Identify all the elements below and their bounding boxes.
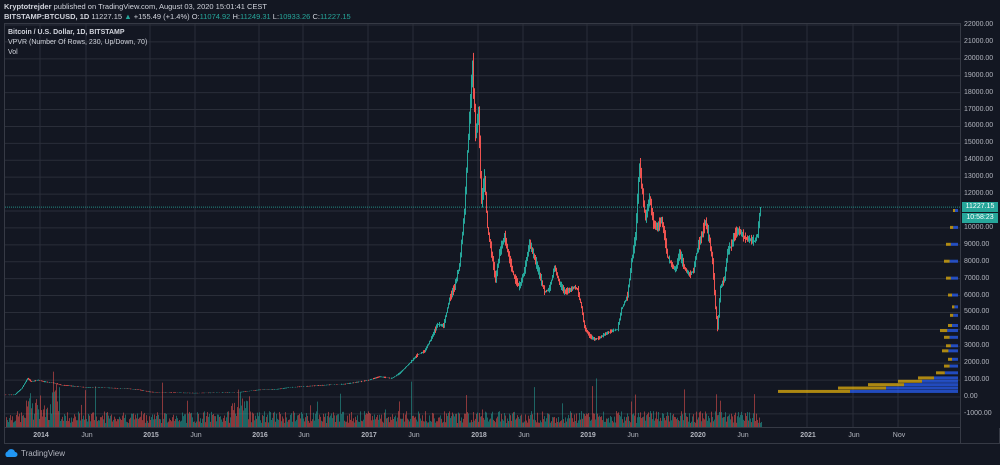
price-tick-label: 21000.00 [964,37,994,45]
time-tick-label: Jun [190,432,202,439]
price-tick-label: 3000.00 [964,342,990,350]
time-tick-label: Jun [737,432,749,439]
time-tick-label: Nov [892,432,906,439]
price-tick-label: 0.00 [964,393,978,400]
price-tick-label: 14000.00 [964,156,994,164]
price-change: +155.49 (+1.4%) [133,12,190,21]
time-tick-label: Jun [518,432,530,439]
high-label: H: [232,12,240,21]
time-tick-label: 2014 [33,432,49,439]
chart-pane[interactable] [4,23,961,428]
low-label: L: [272,12,280,21]
high-value: 11249.31 [239,12,271,21]
price-axis[interactable]: 22000.00 21000.00 20000.00 19000.00 18000.00… [961,21,1000,428]
publish-info: published on TradingView.com, August 03,… [53,2,267,11]
price-tick-label: 20000.00 [964,54,994,62]
price-tick-label: 19000.00 [964,71,994,79]
time-tick-label: Jun [298,432,310,439]
legend-volume[interactable]: Vol [8,49,18,56]
time-tick-label: 2020 [690,432,706,439]
symbol-label: BITSTAMP:BTCUSD, 1D [4,12,90,21]
chart-grid [5,24,960,427]
time-tick-label: Jun [627,432,639,439]
last-price: 11227.15 [91,12,123,21]
time-tick-label: 2019 [580,432,596,439]
price-tick-label: -1000.00 [964,409,992,417]
legend-vpvr[interactable]: VPVR (Number Of Rows, 230, Up/Down, 70) [8,39,148,46]
price-tick-label: 15000.00 [964,139,994,147]
price-tick-label: 4000.00 [964,325,990,333]
chart-legend: Bitcoin / U.S. Dollar, 1D, BITSTAMP VPVR… [8,28,147,58]
price-tick-label: 9000.00 [964,240,990,248]
price-tick-label: 8000.00 [964,257,990,265]
axis-corner[interactable] [961,428,1000,444]
time-tick-label: 2018 [471,432,487,439]
time-tick-label: 2021 [800,432,816,439]
price-tick-label: 17000.00 [964,105,994,113]
price-tick-label: 13000.00 [964,173,994,181]
footer-brand: TradingView [4,449,65,458]
price-tick-label: 1000.00 [964,376,990,384]
time-tick-label: Jun [81,432,93,439]
time-axis[interactable]: 2014 Jun 2015 Jun 2016 Jun 2017 Jun 2018 Jun 2019 J… [4,428,961,444]
price-tick-label: 6000.00 [964,291,990,299]
time-tick-label: 2015 [143,432,159,439]
price-tick-label: 2000.00 [964,359,990,367]
time-tick-label: 2016 [252,432,268,439]
close-value: 11227.15 [319,12,351,21]
ohlc-line: BITSTAMP:BTCUSD, 1D 11227.15 ▲ +155.49 (… [4,12,351,22]
bar-countdown-badge: 10:58:23 [962,213,998,224]
open-value: 11074.92 [199,12,231,21]
price-tick-label: 18000.00 [964,88,994,96]
time-tick-label: 2017 [361,432,377,439]
price-series [4,52,761,396]
last-price-badge: 11227.15 [962,202,998,213]
publish-line: Kryptotrejder published on TradingView.c… [4,2,351,12]
author-name[interactable]: Kryptotrejder [4,2,52,11]
tradingview-logo-icon [5,449,18,457]
close-label: C: [312,12,320,21]
price-tick-label: 12000.00 [964,190,994,198]
price-tick-label: 7000.00 [964,274,990,282]
price-tick-label: 16000.00 [964,122,994,130]
up-arrow-icon: ▲ [124,12,132,21]
price-tick-label: 22000.00 [964,21,994,28]
low-value: 10933.26 [279,12,311,21]
price-tick-label: 5000.00 [964,308,990,316]
time-tick-label: Jun [848,432,860,439]
time-tick-label: Jun [408,432,420,439]
vpvr-profile [778,209,958,393]
open-label: O: [191,12,200,21]
brand-name: TradingView [21,449,66,458]
price-tick-label: 10000.00 [964,223,994,231]
legend-symbol[interactable]: Bitcoin / U.S. Dollar, 1D, BITSTAMP [8,29,125,36]
chart-header: Kryptotrejder published on TradingView.c… [4,2,351,22]
volume-bars [6,371,762,427]
